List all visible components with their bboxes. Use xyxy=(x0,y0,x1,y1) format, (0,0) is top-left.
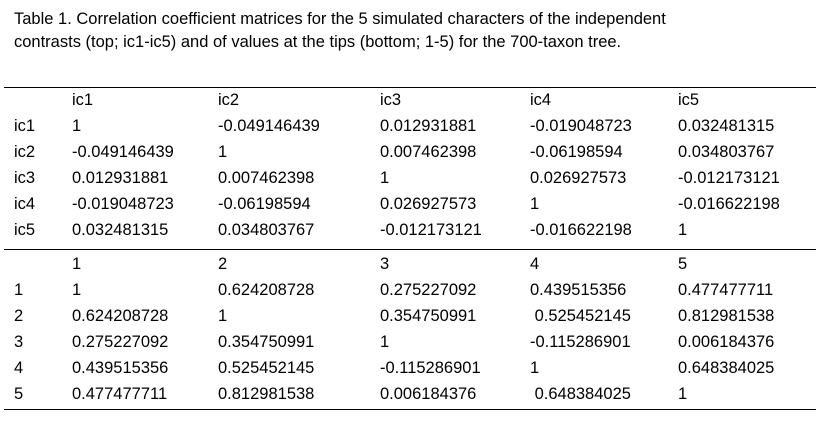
row-label: ic5 xyxy=(14,220,36,239)
header-cell xyxy=(6,87,72,113)
header-cell: ic2 xyxy=(218,90,240,109)
table-cell: -0.019048723 xyxy=(72,194,174,213)
table-cell: -0.115286901 xyxy=(380,358,481,377)
table-cell: -0.016622198 xyxy=(678,194,780,213)
header-row: 1 2 3 4 5 xyxy=(6,251,822,277)
table-row: 2 0.624208728 1 0.354750991 0.525452145 … xyxy=(6,303,822,329)
table-cell: 0.812981538 xyxy=(678,306,775,325)
table-cell: 1 xyxy=(530,358,540,377)
table-cell: 0.354750991 xyxy=(380,306,477,325)
table-cell: 0.012931881 xyxy=(72,168,169,187)
table-middle-rule xyxy=(4,249,816,250)
row-label: 1 xyxy=(14,280,24,299)
table-cell: 0.006184376 xyxy=(380,384,477,403)
header-row: ic1 ic2 ic3 ic4 ic5 xyxy=(6,87,822,113)
table-cell: 0.032481315 xyxy=(72,220,169,239)
row-label: ic2 xyxy=(14,142,36,161)
table-cell: 0.648384025 xyxy=(678,358,775,377)
table-cell: 0.026927573 xyxy=(530,168,627,187)
table-cell: -0.019048723 xyxy=(530,116,632,135)
table-cell: 1 xyxy=(218,306,228,325)
table-cell: -0.016622198 xyxy=(530,220,632,239)
header-cell: ic5 xyxy=(678,90,700,109)
table-row: 5 0.477477711 0.812981538 0.006184376 0.… xyxy=(6,381,822,407)
table-cell: -0.049146439 xyxy=(72,142,174,161)
table-cell: 1 xyxy=(380,332,390,351)
table-cell: 1 xyxy=(530,194,540,213)
table-cell: 0.439515356 xyxy=(530,280,627,299)
table-bottom-rule xyxy=(4,409,816,410)
header-cell: ic3 xyxy=(380,90,402,109)
table-cell: 0.477477711 xyxy=(72,384,168,403)
header-cell: 4 xyxy=(530,254,540,273)
table-cell: 1 xyxy=(72,116,82,135)
table-row: ic2 -0.049146439 1 0.007462398 -0.061985… xyxy=(6,139,822,165)
table-row: 3 0.275227092 0.354750991 1 -0.115286901… xyxy=(6,329,822,355)
table-cell: 0.034803767 xyxy=(678,142,775,161)
header-cell: 1 xyxy=(72,254,82,273)
table-cell: 0.006184376 xyxy=(678,332,775,351)
table-cell: 1 xyxy=(678,220,688,239)
header-cell xyxy=(6,251,72,277)
table-cell: 0.525452145 xyxy=(530,306,631,325)
table-top-rule xyxy=(4,87,816,88)
table-cell: 1 xyxy=(380,168,390,187)
table-cell: -0.012173121 xyxy=(380,220,482,239)
table-cell: -0.115286901 xyxy=(530,332,631,351)
header-cell: ic1 xyxy=(72,90,94,109)
table-cell: 0.032481315 xyxy=(678,116,775,135)
table-cell: -0.06198594 xyxy=(530,142,623,161)
row-label: ic1 xyxy=(14,116,36,135)
table-row: ic1 1 -0.049146439 0.012931881 -0.019048… xyxy=(6,113,822,139)
row-label: ic3 xyxy=(14,168,36,187)
row-label: ic4 xyxy=(14,194,36,213)
table-row: ic4 -0.019048723 -0.06198594 0.026927573… xyxy=(6,191,822,217)
table-row: 1 1 0.624208728 0.275227092 0.439515356 … xyxy=(6,277,822,303)
table-cell: 0.012931881 xyxy=(380,116,477,135)
table-cell: 0.624208728 xyxy=(218,280,315,299)
table-cell: 0.007462398 xyxy=(218,168,315,187)
header-cell: 5 xyxy=(678,254,688,273)
table-cell: 1 xyxy=(72,280,82,299)
table-cell: 0.624208728 xyxy=(72,306,169,325)
table-cell: 1 xyxy=(218,142,228,161)
header-cell: 2 xyxy=(218,254,228,273)
table-cell: 0.812981538 xyxy=(218,384,315,403)
table-cell: 0.525452145 xyxy=(218,358,315,377)
table-cell: 0.439515356 xyxy=(72,358,169,377)
table-row: 4 0.439515356 0.525452145 -0.115286901 1… xyxy=(6,355,822,381)
row-label: 2 xyxy=(14,306,24,325)
table-cell: 0.275227092 xyxy=(380,280,477,299)
table-cell: 0.477477711 xyxy=(678,280,774,299)
table-cell: 0.034803767 xyxy=(218,220,315,239)
independent-contrasts-correlation-matrix: ic1 ic2 ic3 ic4 ic5 ic1 1 -0.049146439 0… xyxy=(6,87,822,243)
tip-values-correlation-matrix: 1 2 3 4 5 1 1 0.624208728 0.275227092 0.… xyxy=(6,251,822,407)
table-cell: 0.275227092 xyxy=(72,332,169,351)
table-row: ic3 0.012931881 0.007462398 1 0.02692757… xyxy=(6,165,822,191)
row-label: 4 xyxy=(14,358,24,377)
table-cell: -0.049146439 xyxy=(218,116,320,135)
table-caption: Table 1. Correlation coefficient matrice… xyxy=(14,10,666,51)
table-cell: 1 xyxy=(678,384,688,403)
table-row: ic5 0.032481315 0.034803767 -0.012173121… xyxy=(6,217,822,243)
table-cell: 0.354750991 xyxy=(218,332,315,351)
table-cell: 0.026927573 xyxy=(380,194,477,213)
header-cell: 3 xyxy=(380,254,390,273)
row-label: 3 xyxy=(14,332,24,351)
table-cell: -0.06198594 xyxy=(218,194,311,213)
row-label: 5 xyxy=(14,384,24,403)
table-cell: 0.007462398 xyxy=(380,142,477,161)
table-cell: 0.648384025 xyxy=(530,384,631,403)
table-cell: -0.012173121 xyxy=(678,168,780,187)
header-cell: ic4 xyxy=(530,90,552,109)
